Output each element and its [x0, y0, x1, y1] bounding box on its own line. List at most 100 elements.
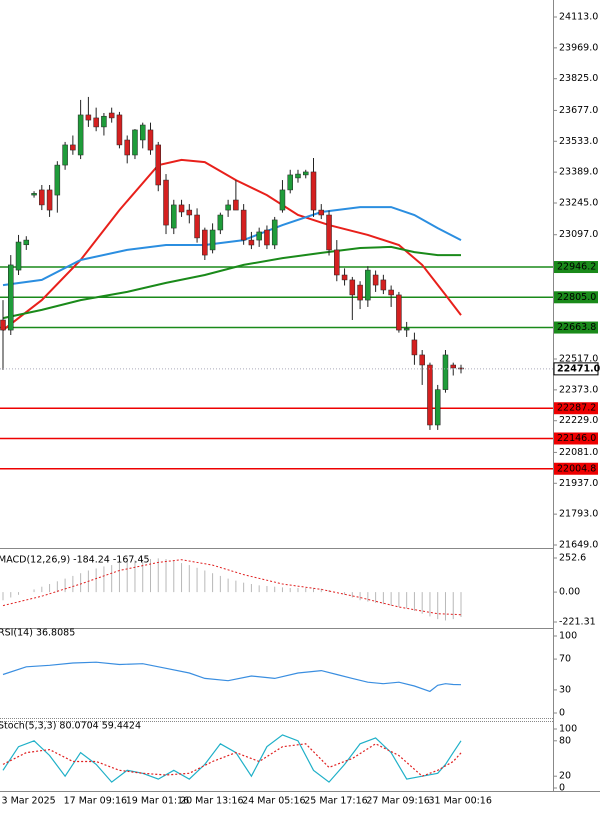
level-label-box — [554, 261, 598, 274]
level-label-box — [554, 432, 598, 445]
y-tick-label: 20 — [559, 771, 571, 782]
level-label: 22287.2 — [557, 403, 596, 414]
y-tick-label: 23097.0 — [559, 229, 598, 240]
candle-body — [31, 193, 37, 196]
level-label: 22805.0 — [557, 292, 596, 303]
candle-body — [388, 289, 394, 296]
y-tick-label: 22373.0 — [559, 384, 598, 395]
level-label-box — [554, 291, 598, 304]
candle-body — [427, 364, 433, 426]
y-tick-label: 0 — [559, 708, 565, 719]
y-tick-label: 23245.0 — [559, 198, 598, 209]
level-label-box — [554, 402, 598, 415]
candle-body — [334, 249, 340, 276]
candle-body — [116, 114, 123, 146]
candle-body — [372, 274, 379, 286]
candle-body — [380, 279, 387, 291]
y-tick-label: 22517.0 — [559, 354, 598, 365]
candle-body — [23, 239, 30, 246]
candle-body — [8, 264, 14, 331]
current-price-label: 22471.0 — [557, 363, 600, 374]
candle-body — [202, 229, 208, 256]
candle-body — [310, 171, 317, 211]
candle-body — [279, 189, 286, 211]
y-tick-label: 22081.0 — [559, 447, 598, 458]
candle-body — [155, 144, 162, 186]
candle-body — [248, 239, 255, 246]
y-tick-label: 30 — [559, 684, 571, 695]
candle-body — [124, 139, 130, 156]
candle-body — [139, 124, 146, 141]
level-label-box — [554, 462, 598, 475]
moving-average — [2, 158, 462, 331]
candle-body — [287, 174, 293, 191]
moving-average — [2, 245, 461, 320]
panel-title: RSI(14) 36.8085 — [0, 628, 75, 639]
current-price-box — [553, 362, 599, 376]
panel-title: MACD(12,26,9) -184.24 -167.45 — [0, 555, 150, 566]
y-tick-label: 23677.0 — [559, 105, 598, 116]
candle-body — [0, 319, 6, 331]
candle-body — [147, 129, 154, 151]
y-tick-label: 23389.0 — [559, 167, 598, 178]
y-tick-label: 80 — [559, 735, 571, 746]
y-tick-label: 0.00 — [559, 587, 580, 598]
candle-body — [85, 114, 92, 121]
candle-body — [225, 204, 231, 211]
candle-body — [15, 241, 22, 271]
candle-body — [365, 269, 371, 301]
candle-body — [240, 209, 247, 241]
candle-body — [39, 189, 45, 206]
panel-title: Stoch(5,3,3) 80.0704 59.4424 — [0, 721, 141, 732]
level-label: 22946.2 — [557, 262, 596, 273]
y-tick-label: 21937.0 — [559, 478, 598, 489]
x-tick-label: 19 Mar 01:16 — [126, 796, 189, 807]
candle-body — [54, 164, 61, 196]
candle-body — [295, 173, 301, 179]
x-tick-label: 25 Mar 17:16 — [304, 796, 367, 807]
y-tick-label: 23533.0 — [559, 136, 598, 147]
candle-body — [419, 354, 425, 366]
candle-body — [233, 199, 239, 211]
candle-body — [326, 214, 332, 251]
candle-body — [349, 279, 356, 296]
x-tick-label: 20 Mar 13:16 — [180, 796, 243, 807]
candle-body — [108, 112, 115, 119]
x-tick-label: 27 Mar 09:16 — [366, 796, 429, 807]
candle-body — [77, 114, 84, 156]
candle-body — [411, 339, 418, 356]
candle-body — [46, 189, 53, 211]
candle-body — [396, 294, 402, 331]
candle-body — [302, 171, 309, 176]
candle-body — [318, 209, 325, 216]
candle-body — [403, 328, 410, 331]
candle-body — [450, 364, 456, 369]
candle-body — [194, 214, 200, 239]
y-tick-label: 22229.0 — [559, 415, 598, 426]
level-label: 22146.0 — [557, 433, 596, 444]
candle-body — [458, 367, 464, 370]
candle-body — [442, 354, 449, 390]
level-label: 22663.8 — [557, 322, 596, 333]
x-tick-label: 17 Mar 09:16 — [64, 796, 127, 807]
x-tick-label: 31 Mar 00:16 — [428, 796, 491, 807]
candle-body — [434, 389, 441, 426]
y-tick-label: 21649.0 — [559, 540, 598, 551]
candle-body — [357, 284, 363, 301]
y-tick-label: 100 — [559, 724, 577, 735]
y-tick-label: 24113.0 — [559, 12, 598, 23]
candle-body — [171, 204, 177, 229]
level-label-box — [554, 321, 598, 334]
candle-body — [163, 179, 169, 226]
candle-body — [178, 204, 185, 213]
moving-average — [2, 206, 462, 287]
indicator-line — [2, 743, 462, 777]
x-tick-label: 3 Mar 2025 — [2, 796, 56, 807]
level-label: 22004.8 — [557, 463, 596, 474]
candle-body — [256, 231, 262, 241]
y-tick-label: 100 — [559, 631, 577, 642]
x-tick-label: 24 Mar 05:16 — [242, 796, 305, 807]
candle-body — [186, 209, 193, 216]
y-tick-label: 252.6 — [559, 553, 586, 564]
